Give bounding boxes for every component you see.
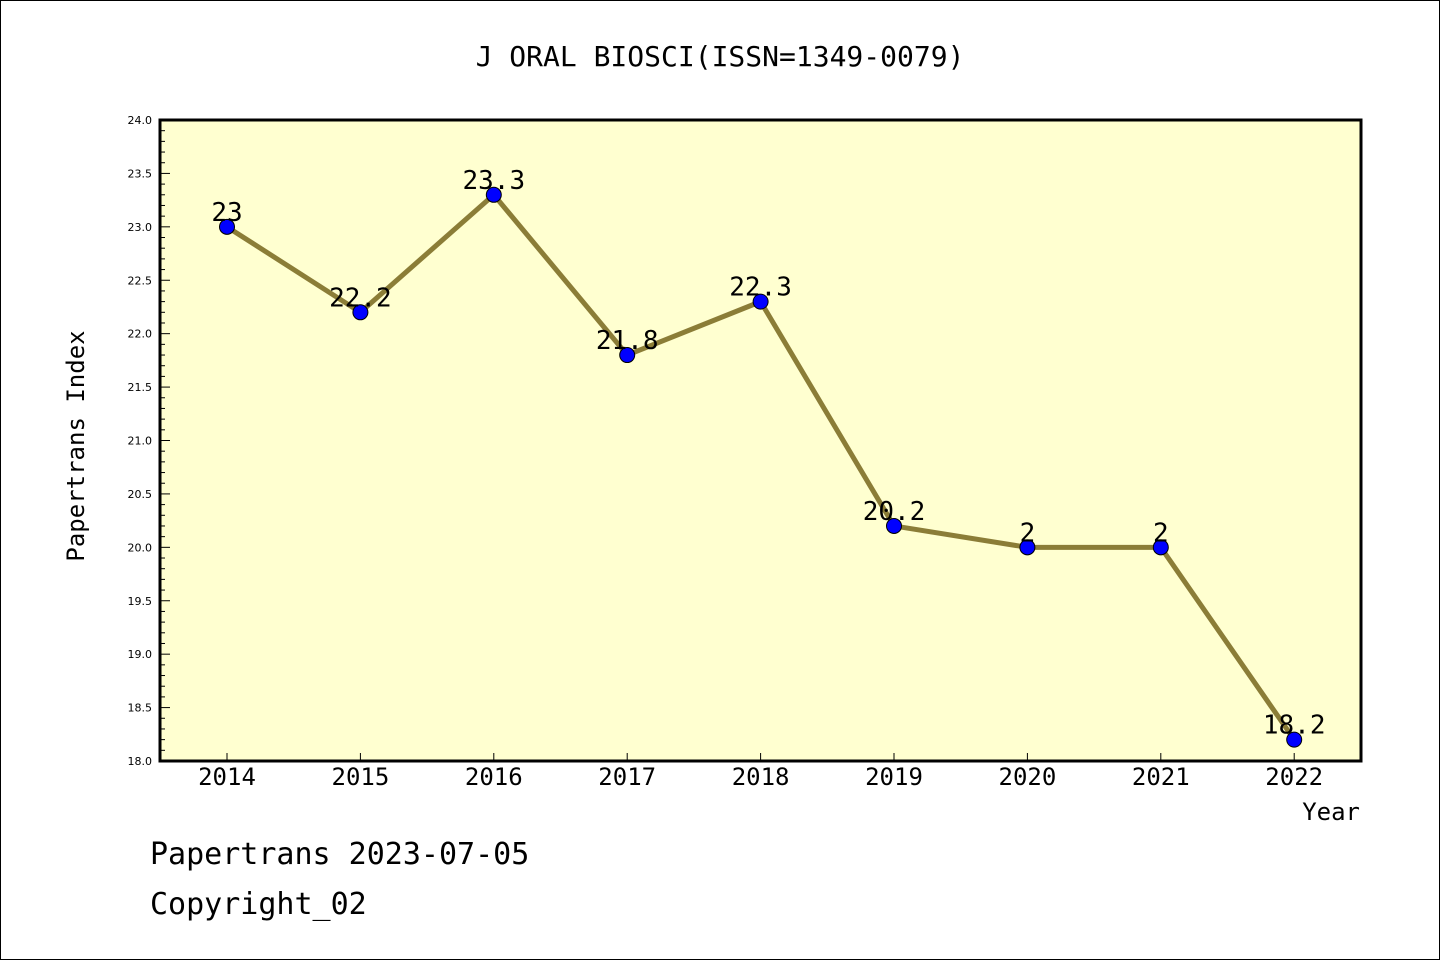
data-point — [752, 293, 769, 310]
data-markers — [219, 186, 1303, 748]
x-tick-label: 2020 — [999, 763, 1057, 791]
y-axis-label: Papertrans Index — [62, 330, 90, 561]
y-tick-label: 20.0 — [128, 541, 153, 554]
data-label: 20.2 — [863, 497, 926, 527]
x-tick-label: 2017 — [598, 763, 656, 791]
x-tick-label: 2015 — [332, 763, 390, 791]
x-tick-label: 2014 — [198, 763, 256, 791]
data-point — [619, 347, 636, 364]
x-axis-label: Year — [1302, 798, 1360, 826]
data-point — [1019, 539, 1036, 556]
y-tick-label: 19.0 — [128, 648, 153, 661]
footer-copyright: Copyright_02 — [150, 887, 367, 922]
data-label: 2 — [1153, 518, 1169, 548]
y-minor-ticks — [160, 130, 165, 751]
x-tick-label: 2016 — [465, 763, 523, 791]
data-label: 23.3 — [462, 166, 525, 196]
footer-date: Papertrans 2023-07-05 — [150, 837, 529, 872]
plot-area — [158, 118, 1363, 763]
y-tick-label: 21.5 — [128, 381, 153, 394]
y-tick-label: 21.0 — [128, 435, 153, 448]
data-label: 23 — [211, 198, 242, 228]
data-labels: 23 22.2 23.3 21.8 22.3 20.2 2 2 18.2 — [211, 166, 1325, 741]
x-tick-label: 2019 — [865, 763, 923, 791]
data-point — [886, 517, 902, 534]
y-tick-label: 22.5 — [128, 274, 153, 287]
y-tick-label: 23.0 — [128, 221, 153, 234]
y-tick-label: 19.5 — [128, 595, 153, 608]
data-label: 21.8 — [596, 326, 659, 356]
x-tick-label: 2021 — [1132, 763, 1190, 791]
data-point — [1152, 539, 1169, 556]
data-label: 22.2 — [329, 283, 392, 313]
chart-title: J ORAL BIOSCI(ISSN=1349-0079) — [476, 40, 965, 73]
y-tick-label: 20.5 — [128, 488, 153, 501]
y-tick-label: 18.0 — [128, 755, 153, 768]
y-tick-label: 23.5 — [128, 167, 153, 180]
data-label: 2 — [1020, 518, 1036, 548]
data-label: 18.2 — [1263, 711, 1326, 741]
x-axis-ticks: 2014 2015 2016 2017 2018 2019 2020 2021 2022 — [198, 753, 1323, 791]
y-tick-label: 18.5 — [128, 702, 153, 715]
y-major-ticks: 18.0 18.5 19.0 19.5 20.0 20.5 21.0 21.5 22.0 22.5… — [128, 114, 170, 768]
x-tick-label: 2018 — [732, 763, 790, 791]
data-point — [352, 304, 369, 321]
y-tick-label: 24.0 — [128, 114, 153, 127]
data-label: 22.3 — [729, 273, 792, 303]
data-point — [219, 218, 235, 235]
data-point — [1286, 731, 1303, 748]
x-tick-label: 2022 — [1265, 763, 1323, 791]
data-point — [485, 186, 502, 203]
y-tick-label: 22.0 — [128, 328, 153, 341]
